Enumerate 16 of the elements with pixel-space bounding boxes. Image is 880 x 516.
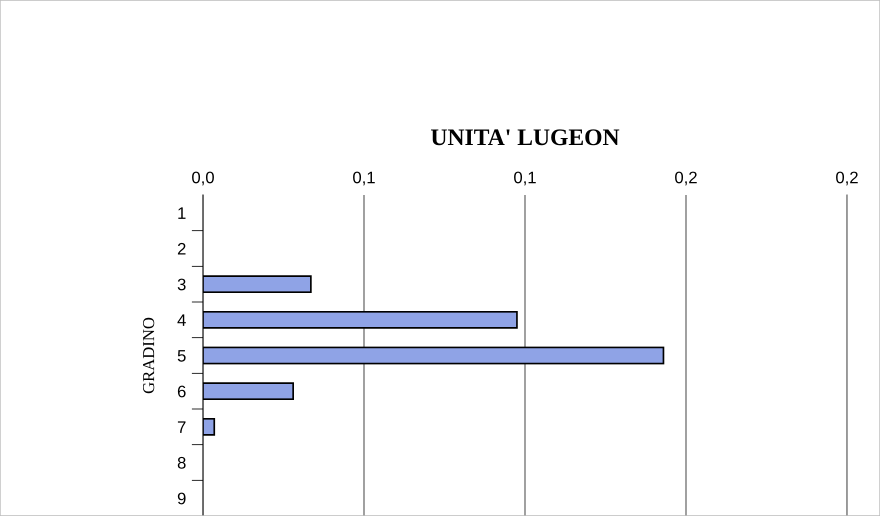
y-tick-label: 8 (178, 456, 186, 469)
x-tick-label: 0,2 (836, 172, 858, 186)
y-tick-label: 9 (178, 492, 186, 504)
x-tick-label: 0,1 (353, 172, 375, 186)
y-tick-label: 3 (178, 278, 186, 290)
x-tick-label: 0,2 (675, 172, 697, 186)
y-axis-title: GRADINO (143, 318, 154, 394)
y-tick-label: 5 (178, 350, 186, 362)
y-tick-label: 6 (178, 386, 186, 398)
y-tick-label: 4 (177, 314, 186, 326)
x-tick-label: 0,1 (514, 172, 536, 186)
x-tick-label: 0,0 (192, 172, 214, 186)
chart-title: UNITA' LUGEON (431, 129, 620, 146)
y-tick-label: 1 (178, 207, 186, 219)
y-tick-label: 2 (178, 242, 186, 255)
y-tick-label: 7 (178, 421, 186, 433)
